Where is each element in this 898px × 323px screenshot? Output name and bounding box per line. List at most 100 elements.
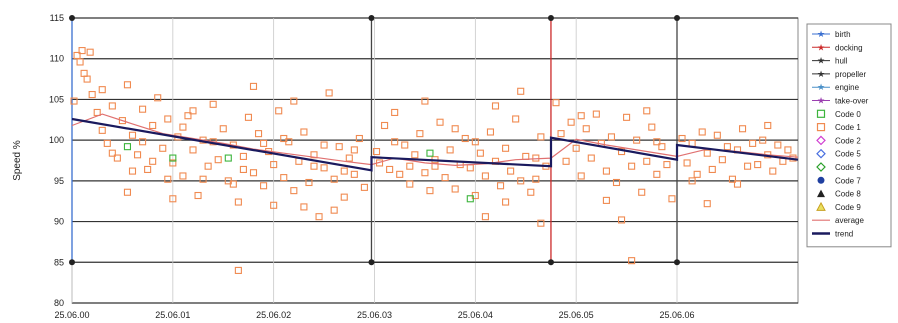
point-code-1 [733,180,742,188]
point-code-1 [290,97,298,105]
legend-label-hull: hull [835,57,848,66]
point-code-1 [169,195,177,203]
point-code-1 [350,170,358,178]
point-code-1 [481,213,489,221]
point-code-1 [628,162,636,170]
point-code-1 [118,117,126,125]
point-code-1 [184,112,192,120]
point-code-1 [628,257,636,265]
legend-star-icon-engine: ★ [817,83,825,93]
point-code-1 [688,177,696,185]
point-code-1 [149,157,157,165]
point-code-1 [587,154,595,162]
point-code-1 [108,149,116,157]
scatter-points [70,47,797,274]
point-code-1 [602,196,610,204]
legend-label-birth: birth [835,30,851,39]
point-code-1 [607,133,616,141]
x-tick-label: 25.06.02 [256,310,291,320]
point-code-0 [426,149,434,157]
point-code-1 [219,125,227,133]
point-code-1 [103,139,111,147]
point-code-1 [330,206,338,214]
point-code-1 [78,47,86,55]
legend-diamond-icon-code-5 [816,148,826,159]
point-code-1 [386,165,394,174]
point-code-1 [270,161,278,169]
point-code-1 [340,193,348,201]
x-tick-label: 25.06.04 [458,310,493,320]
point-code-1 [446,146,454,154]
point-code-1 [406,180,414,188]
point-code-1 [345,154,353,162]
point-code-1 [275,107,283,115]
y-tick-label: 90 [54,217,64,227]
point-code-1 [86,48,94,56]
legend-star-icon-take-over: ★ [817,97,825,107]
legend-label-code-1: Code 1 [835,123,861,132]
point-code-1 [784,146,792,154]
point-code-1 [723,143,731,151]
point-code-1 [648,123,656,131]
point-code-0 [123,143,132,151]
point-code-1 [76,58,84,66]
point-code-1 [260,139,268,147]
point-code-1 [300,203,308,211]
point-code-1 [592,110,600,118]
x-tick-label: 25.06.03 [357,310,392,320]
point-code-1 [421,169,429,177]
x-tick-label: 25.06.00 [54,310,89,320]
point-code-1 [396,170,404,178]
legend-label-code-8: Code 8 [835,190,861,199]
point-code-1 [512,115,520,123]
point-code-1 [355,134,363,143]
point-code-1 [411,151,419,159]
point-code-1 [703,149,711,157]
legend-label-engine: engine [835,83,860,92]
point-code-1 [517,177,525,185]
legend-triangle-icon-code-8 [817,189,825,198]
point-code-1 [239,165,247,174]
event-marker-top-birth [69,15,75,21]
point-code-1 [325,89,333,97]
legend-label-code-2: Code 2 [835,136,861,145]
point-code-1 [557,130,565,138]
point-code-1 [300,128,308,136]
point-code-1 [668,195,676,203]
legend-triangle-icon-code-9 [816,201,826,211]
point-code-1 [372,147,381,156]
y-tick-label: 80 [54,298,64,308]
point-code-1 [234,198,242,206]
y-tick-label: 105 [49,94,64,104]
point-code-1 [476,149,484,157]
point-code-1 [713,131,721,139]
point-code-1 [315,213,323,221]
event-marker-top-hull [368,15,375,21]
point-code-1 [471,138,479,146]
point-code-1 [643,107,651,115]
legend-label-docking: docking [835,43,863,52]
point-code-0 [466,195,474,203]
point-code-1 [139,105,147,113]
point-code-1 [154,94,162,102]
point-code-1 [244,113,253,121]
point-code-1 [381,121,389,130]
point-code-1 [128,131,137,139]
point-code-1 [234,266,242,274]
legend-star-icon-birth: ★ [817,30,825,40]
x-tick-label: 25.06.05 [559,310,594,320]
legend-label-code-5: Code 5 [835,150,861,159]
point-code-1 [144,165,152,174]
point-code-1 [577,112,585,120]
point-code-1 [199,175,207,183]
point-code-1 [658,143,666,151]
point-code-1 [567,118,575,126]
point-code-1 [310,162,318,170]
point-code-1 [744,162,752,170]
point-code-1 [572,144,580,152]
point-code-1 [179,172,187,180]
point-code-1 [481,172,489,180]
point-code-1 [305,178,313,187]
point-code-1 [728,175,737,183]
point-code-1 [532,175,540,183]
